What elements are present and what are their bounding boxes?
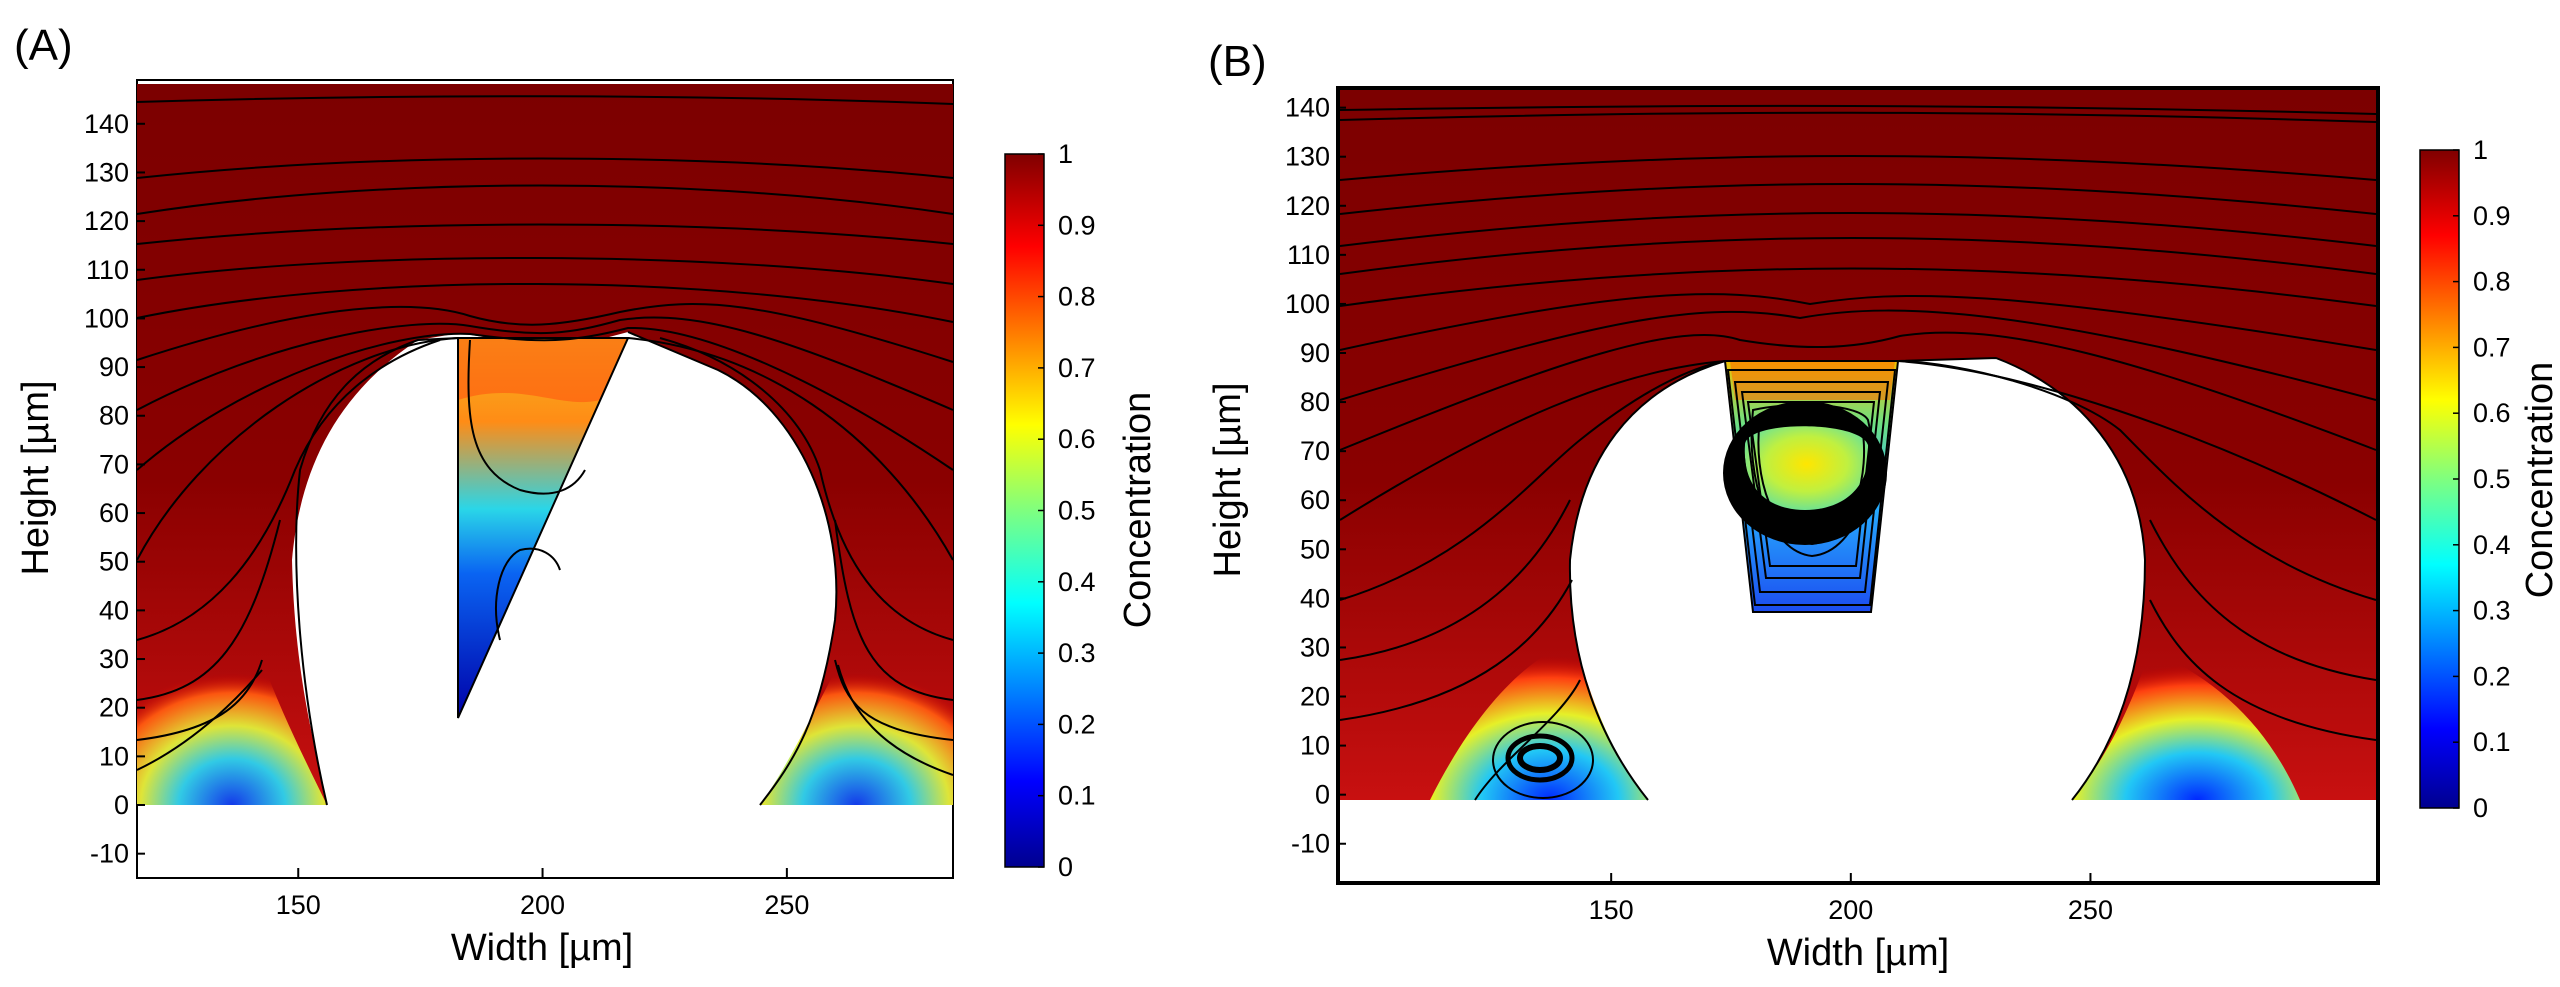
panel-b-label: (B) xyxy=(1208,37,1267,86)
colorbar-tick-label: 0.9 xyxy=(2473,201,2511,231)
panel-a-y-axis-label: Height [µm] xyxy=(15,380,57,575)
y-tick-label: -10 xyxy=(90,839,129,869)
y-tick-label: 0 xyxy=(1315,780,1330,810)
panel-b-y-axis-label: Height [µm] xyxy=(1207,382,1249,577)
panel-a-colorbar-label: Concentration xyxy=(1117,392,1159,629)
x-tick-label: 150 xyxy=(1589,895,1634,925)
colorbar-tick-label: 1 xyxy=(2473,135,2488,165)
colorbar-tick-label: 0.4 xyxy=(2473,530,2511,560)
panel-a-colorbar xyxy=(1004,153,1045,868)
y-tick-label: 90 xyxy=(1300,338,1330,368)
colorbar-tick-label: 0.2 xyxy=(2473,661,2511,691)
y-tick-label: 140 xyxy=(84,109,129,139)
panel-b-x-axis-label: Width [µm] xyxy=(1767,932,1949,974)
colorbar-tick-label: 0 xyxy=(2473,793,2488,823)
y-tick-label: 120 xyxy=(1285,191,1330,221)
y-tick-label: 10 xyxy=(1300,731,1330,761)
panel-a-colorbar-ticks: 0 0.1 0.2 0.3 0.4 0.5 0.6 0.7 0.8 0.9 1 xyxy=(1038,139,1096,882)
colorbar-tick-label: 0.8 xyxy=(1058,282,1096,312)
colorbar-tick-label: 0.1 xyxy=(1058,781,1096,811)
colorbar-tick-label: 0.4 xyxy=(1058,567,1096,597)
y-tick-label: 90 xyxy=(99,352,129,382)
panel-b-y-ticks: -10 0 10 20 30 40 50 60 70 80 90 100 110 120 130 140 xyxy=(1285,93,1346,859)
y-tick-label: 40 xyxy=(99,595,129,625)
x-tick-label: 150 xyxy=(276,890,321,920)
panel-b-colorbar-ticks: 0 0.1 0.2 0.3 0.4 0.5 0.6 0.7 0.8 0.9 1 xyxy=(2453,135,2511,823)
x-tick-label: 250 xyxy=(2068,895,2113,925)
y-tick-label: 100 xyxy=(1285,289,1330,319)
y-tick-label: 10 xyxy=(99,741,129,771)
panel-a-streamlines xyxy=(136,95,954,806)
colorbar-tick-label: 0.1 xyxy=(2473,727,2511,757)
colorbar-tick-label: 0.5 xyxy=(1058,496,1096,526)
colorbar-tick-label: 0.3 xyxy=(2473,596,2511,626)
colorbar-tick-label: 0.5 xyxy=(2473,464,2511,494)
y-tick-label: 80 xyxy=(99,401,129,431)
y-tick-label: 110 xyxy=(1287,240,1330,270)
y-tick-label: 60 xyxy=(1300,485,1330,515)
panel-b-x-ticks: 150 200 250 xyxy=(1589,873,2113,925)
y-tick-label: 30 xyxy=(99,644,129,674)
panel-b-colorbar-label: Concentration xyxy=(2519,362,2560,599)
y-tick-label: 20 xyxy=(1300,682,1330,712)
y-tick-label: 50 xyxy=(1300,534,1330,564)
colorbar-tick-label: 0.2 xyxy=(1058,709,1096,739)
colorbar-tick-label: 0 xyxy=(1058,852,1073,882)
y-tick-label: 140 xyxy=(1285,93,1330,123)
x-tick-label: 200 xyxy=(520,890,565,920)
y-tick-label: 0 xyxy=(114,790,129,820)
colorbar-tick-label: 0.7 xyxy=(1058,353,1096,383)
y-tick-label: 100 xyxy=(84,303,129,333)
x-tick-label: 200 xyxy=(1828,895,1873,925)
y-tick-label: 130 xyxy=(1285,142,1330,172)
y-tick-label: 40 xyxy=(1300,583,1330,613)
colorbar-tick-label: 0.6 xyxy=(1058,424,1096,454)
x-tick-label: 250 xyxy=(764,890,809,920)
panel-a-x-axis-label: Width [µm] xyxy=(451,927,633,969)
panel-a-y-ticks: -10 0 10 20 30 40 50 60 70 80 90 100 110 120 130 140 xyxy=(84,109,145,869)
y-tick-label: 20 xyxy=(99,693,129,723)
y-tick-label: 110 xyxy=(86,255,129,285)
panel-b-colorbar xyxy=(2419,149,2460,809)
panel-a-x-ticks: 150 200 250 xyxy=(276,868,809,920)
panel-b: (B) xyxy=(1207,37,2560,974)
y-tick-label: 130 xyxy=(84,157,129,187)
y-tick-label: 120 xyxy=(84,206,129,236)
colorbar-tick-label: 0.3 xyxy=(1058,638,1096,668)
colorbar-tick-label: 0.8 xyxy=(2473,267,2511,297)
y-tick-label: 50 xyxy=(99,547,129,577)
panel-b-streamlines xyxy=(1339,104,2377,801)
panel-a: (A) xyxy=(14,21,1159,969)
panel-a-label: (A) xyxy=(14,21,73,70)
colorbar-tick-label: 0.7 xyxy=(2473,332,2511,362)
y-tick-label: 70 xyxy=(1300,436,1330,466)
y-tick-label: 70 xyxy=(99,449,129,479)
y-tick-label: 30 xyxy=(1300,632,1330,662)
y-tick-label: 80 xyxy=(1300,387,1330,417)
y-tick-label: 60 xyxy=(99,498,129,528)
y-tick-label: -10 xyxy=(1291,829,1330,859)
colorbar-tick-label: 0.6 xyxy=(2473,398,2511,428)
colorbar-tick-label: 1 xyxy=(1058,139,1073,169)
colorbar-tick-label: 0.9 xyxy=(1058,210,1096,240)
